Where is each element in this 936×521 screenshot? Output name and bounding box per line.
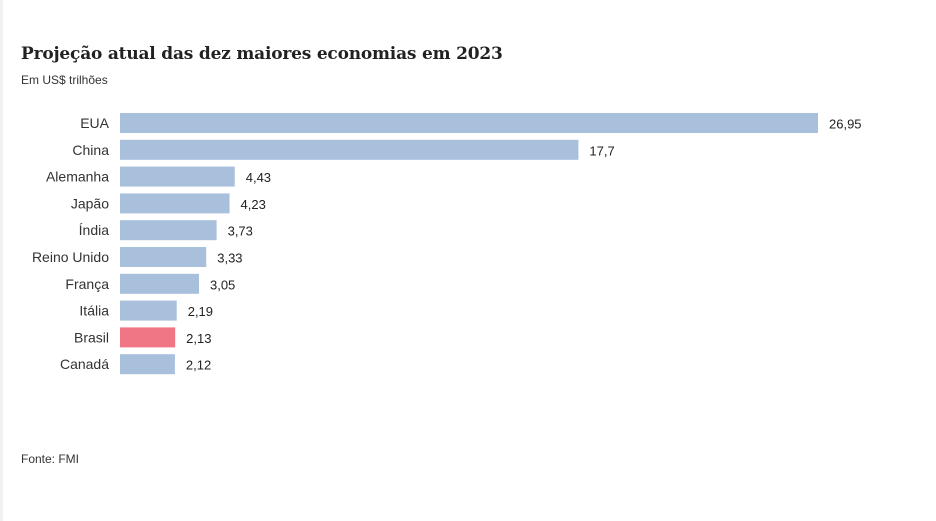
- bar-franca: [120, 273, 199, 294]
- chart-title: Projeção atual das dez maiores economias…: [21, 44, 503, 64]
- bar-reino-unido: [120, 247, 207, 267]
- category-label-japao: Japão: [71, 195, 109, 211]
- category-label-china: China: [72, 142, 109, 158]
- bar-brasil: [120, 327, 176, 348]
- bar-alemanha: [120, 166, 235, 187]
- category-label-brasil: Brasil: [74, 329, 109, 345]
- chart-source: Fonte: FMI: [21, 452, 80, 466]
- value-label-china: 17,7: [589, 143, 614, 158]
- bar-italia: [120, 300, 177, 321]
- bar-india: [120, 220, 217, 241]
- bar-japao: [120, 193, 230, 214]
- chart-subtitle: Em US$ trilhões: [21, 73, 108, 87]
- value-label-reino-unido: 3,33: [217, 251, 242, 266]
- category-label-alemanha: Alemanha: [46, 169, 109, 185]
- bar-eua: [120, 113, 818, 133]
- category-label-india: Índia: [79, 222, 110, 238]
- value-label-india: 3,73: [228, 224, 253, 239]
- value-label-italia: 2,19: [188, 304, 213, 319]
- value-label-japao: 4,23: [241, 197, 266, 212]
- category-label-reino-unido: Reino Unido: [32, 249, 109, 265]
- left-divider: [0, 0, 3, 521]
- value-label-alemanha: 4,43: [246, 170, 271, 185]
- bar-china: [120, 139, 579, 160]
- value-label-franca: 3,05: [210, 277, 235, 292]
- category-label-eua: EUA: [80, 115, 109, 131]
- category-label-franca: França: [65, 276, 109, 292]
- value-label-eua: 26,95: [829, 117, 862, 132]
- category-label-canada: Canadá: [60, 356, 109, 372]
- category-label-italia: Itália: [79, 303, 109, 319]
- bar-canada: [120, 354, 175, 375]
- value-label-canada: 2,12: [186, 358, 211, 373]
- value-label-brasil: 2,13: [186, 331, 211, 346]
